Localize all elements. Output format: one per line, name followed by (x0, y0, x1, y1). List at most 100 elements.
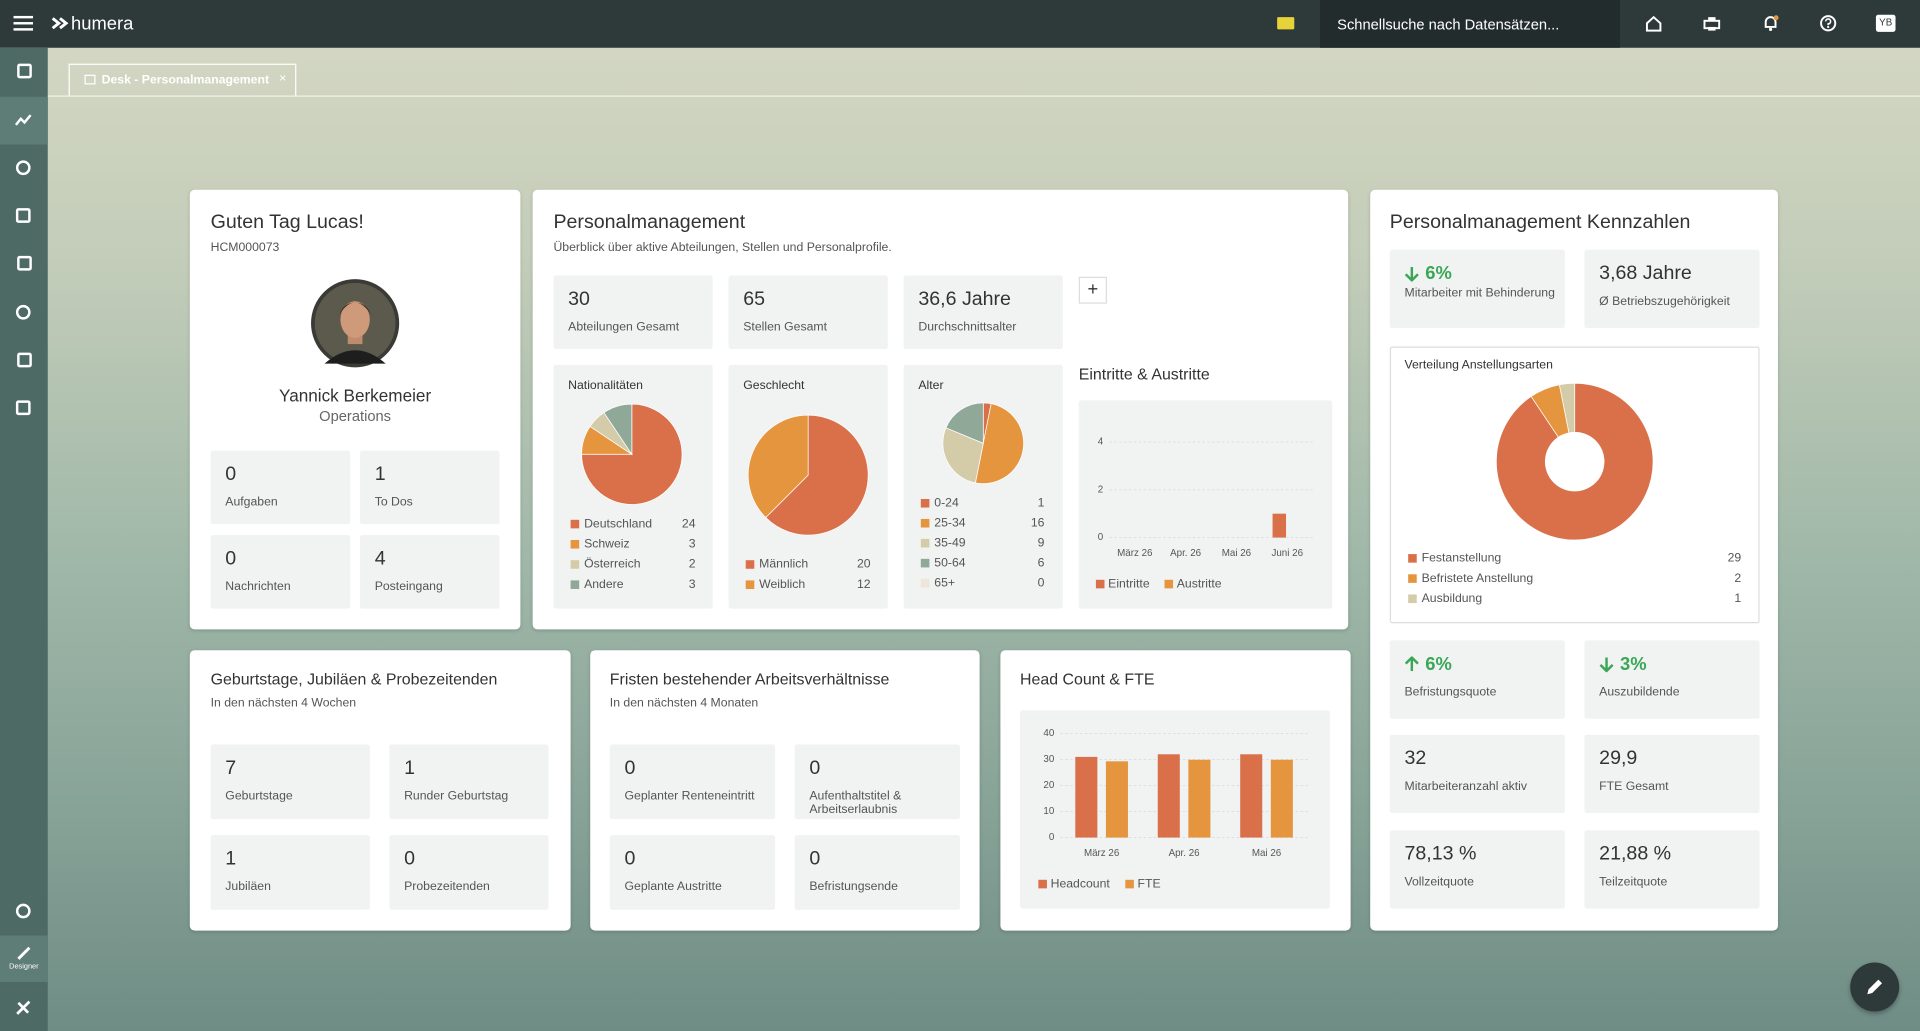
stat-tile: 6% Mitarbeiter mit Behinderung (1389, 249, 1565, 329)
menu-button[interactable] (13, 15, 34, 32)
stat-value: 65 (743, 288, 766, 310)
stat-value-row: 1 (225, 849, 236, 871)
arrow-shape (1599, 657, 1614, 673)
arrow-shape (1404, 656, 1419, 672)
nav-documents[interactable] (17, 63, 32, 79)
stat-label: Stellen Gesamt (743, 320, 827, 335)
stat-value-row: 7 (225, 758, 236, 780)
chart-title: Verteilung Anstellungsarten (1404, 358, 1553, 373)
stat-tile: 1 Runder Geburtstag (389, 744, 549, 820)
stat-value-row: 6% (1404, 653, 1452, 675)
brand: humera (71, 13, 134, 35)
license-icon[interactable] (1277, 17, 1295, 30)
stat-tile: 0 Probezeitenden (389, 835, 549, 910)
stat-value-row: 30 (568, 289, 590, 311)
stat-value-row: 0 (404, 849, 415, 871)
stat-value-row: 0 (225, 464, 236, 486)
stat-value: 0 (624, 757, 636, 779)
stat-value-row: 78,13 % (1404, 844, 1476, 866)
nav-designer[interactable]: Designer (0, 935, 48, 983)
personal-subtitle: Überblick über aktive Abteilungen, Stell… (553, 241, 892, 255)
nav-organization[interactable] (15, 400, 31, 416)
chart-tile (553, 364, 713, 609)
stat-tile: 0 Aufenthaltstitel & Arbeitserlaubnis (794, 744, 961, 820)
stat-tile: 21,88 % Teilzeitquote (1584, 830, 1760, 909)
nav-people[interactable] (15, 160, 31, 176)
stat-tile: 6% Befristungsquote (1389, 640, 1565, 719)
user-avatar[interactable]: YB (1875, 14, 1896, 32)
tab-close[interactable]: × (279, 72, 287, 86)
stat-tile: 3,68 Jahre Ø Betriebszugehörigkeit (1584, 249, 1760, 329)
nav-profiles[interactable] (15, 304, 31, 320)
stat-label: Teilzeitquote (1599, 875, 1668, 889)
help-button[interactable] (1820, 15, 1837, 32)
nav-settings[interactable] (15, 903, 31, 919)
stat-value-row: 0 (624, 758, 635, 780)
stat-value-row: 32 (1404, 748, 1426, 770)
stat-value: 32 (1404, 748, 1427, 769)
stat-tile: 1 Jubiläen (210, 835, 370, 910)
stat-tile: 3% Auszubildende (1584, 640, 1760, 719)
tab[interactable]: Desk - Personalmanagement × (68, 63, 297, 96)
donut-box (1389, 346, 1760, 624)
personal-title: Personalmanagement (553, 211, 746, 233)
stat-tile: 30 Abteilungen Gesamt (553, 275, 713, 349)
stat-value: 7 (225, 757, 237, 779)
stat-value: 1 (404, 757, 415, 779)
employee-id: HCM000073 (210, 241, 280, 255)
stat-tile: 1 To Dos (360, 450, 500, 525)
stat-value-row: 21,88 % (1599, 844, 1671, 866)
stat-tile: 36,6 Jahre Durchschnittsalter (903, 275, 1063, 349)
tab-line (47, 95, 1920, 97)
stat-value-row: 1 (375, 464, 386, 486)
home-button[interactable] (1645, 15, 1662, 32)
chart-tile (903, 364, 1063, 609)
welcome-title: Guten Tag Lucas! (210, 211, 364, 233)
stat-value-row: 0 (225, 549, 236, 571)
edit-icon (1867, 979, 1883, 995)
stat-value: 0 (225, 548, 237, 570)
nav-jobs[interactable] (17, 255, 32, 271)
stat-value-row: 4 (375, 549, 386, 571)
add-button[interactable]: + (1078, 276, 1107, 304)
deadlines-title: Fristen bestehender Arbeitsverhältnisse (609, 669, 890, 689)
stat-value: 3% (1620, 653, 1647, 675)
stat-value-row: 29,9 (1599, 748, 1637, 770)
stat-value-row: 65 (743, 289, 765, 311)
stat-value: 1 (225, 848, 237, 870)
nav-analytics[interactable] (14, 113, 33, 128)
stat-tile: 0 Geplante Austritte (609, 835, 776, 910)
top-bar: humera Schnellsuche nach Datensätzen... … (0, 0, 1920, 48)
stat-label: Probezeitenden (404, 880, 490, 894)
deadlines-subtitle: In den nächsten 4 Monaten (609, 696, 759, 711)
trend-arrow (1599, 657, 1614, 673)
edit-button[interactable] (1850, 962, 1900, 1012)
stat-label: Mitarbeiter mit Behinderung (1404, 286, 1555, 301)
stat-value-row: 3,68 Jahre (1599, 263, 1692, 285)
designer-label: Designer (9, 963, 39, 972)
nav-reports[interactable] (17, 352, 32, 368)
chart-title: Eintritte & Austritte (1078, 364, 1210, 384)
stat-value: 6% (1425, 653, 1452, 675)
stat-value: 0 (809, 848, 821, 870)
nav-tools[interactable] (15, 999, 33, 1016)
stat-value: 30 (568, 288, 590, 310)
kennzahlen-title: Personalmanagement Kennzahlen (1389, 211, 1691, 233)
nav-messages[interactable] (15, 208, 31, 223)
notification-button[interactable] (1762, 15, 1779, 32)
stat-label: Nachrichten (225, 580, 291, 594)
stat-label: To Dos (374, 495, 413, 510)
stat-tile: 78,13 % Vollzeitquote (1389, 830, 1565, 909)
print-button[interactable] (1703, 16, 1721, 32)
stat-value-row: 1 (404, 758, 415, 780)
search-box[interactable]: Schnellsuche nach Datensätzen... (1320, 0, 1621, 48)
headcount-title: Head Count & FTE (1020, 669, 1155, 689)
stat-tile: 0 Geplanter Renteneintritt (609, 744, 776, 820)
trend-arrow (1404, 266, 1419, 282)
stat-tile: 0 Befristungsende (794, 835, 961, 910)
stat-value-row: 36,6 Jahre (918, 289, 1011, 311)
stat-label: Aufgaben (225, 495, 278, 510)
stat-label: Ø Betriebszugehörigkeit (1599, 295, 1730, 309)
stat-label: Jubiläen (225, 880, 271, 894)
